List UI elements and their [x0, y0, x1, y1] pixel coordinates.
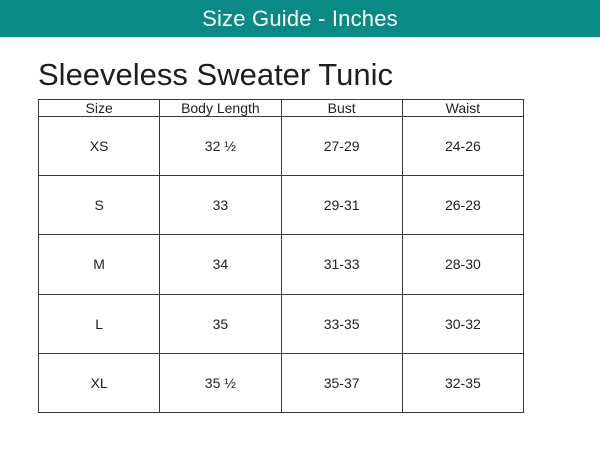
cell-size: M	[37, 234, 161, 295]
table-header-row: Size Body Length Bust Waist	[37, 99, 525, 117]
cell-bust: 29-31	[280, 175, 403, 236]
cell-size: XS	[37, 115, 161, 177]
size-chart-table: Size Body Length Bust Waist XS 32 ½ 27-2…	[37, 99, 525, 414]
cell-waist: 26-28	[401, 175, 525, 236]
cell-body-length: 35	[159, 293, 282, 354]
cell-bust: 33-35	[280, 293, 403, 354]
header-bust: Bust	[280, 99, 403, 117]
header-waist: Waist	[401, 99, 525, 117]
size-guide-banner: Size Guide - Inches	[0, 0, 600, 37]
cell-body-length: 32 ½	[159, 115, 282, 177]
table-row: S 33 29-31 26-28	[37, 175, 525, 236]
header-size: Size	[37, 99, 161, 117]
cell-waist: 24-26	[401, 115, 525, 177]
cell-waist: 28-30	[401, 234, 525, 295]
header-body-length: Body Length	[159, 99, 282, 117]
cell-bust: 27-29	[280, 115, 403, 177]
cell-size: L	[37, 293, 161, 354]
cell-bust: 35-37	[280, 352, 403, 414]
cell-body-length: 33	[159, 175, 282, 236]
product-title: Sleeveless Sweater Tunic	[38, 57, 393, 92]
cell-body-length: 34	[159, 234, 282, 295]
cell-body-length: 35 ½	[159, 352, 282, 414]
table-row: M 34 31-33 28-30	[37, 234, 525, 295]
cell-waist: 30-32	[401, 293, 525, 354]
cell-size: XL	[37, 352, 161, 414]
cell-bust: 31-33	[280, 234, 403, 295]
cell-waist: 32-35	[401, 352, 525, 414]
banner-title: Size Guide - Inches	[202, 6, 398, 31]
table-row: XS 32 ½ 27-29 24-26	[37, 115, 525, 177]
cell-size: S	[37, 175, 161, 236]
table-row: XL 35 ½ 35-37 32-35	[37, 352, 525, 414]
table-row: L 35 33-35 30-32	[37, 293, 525, 354]
